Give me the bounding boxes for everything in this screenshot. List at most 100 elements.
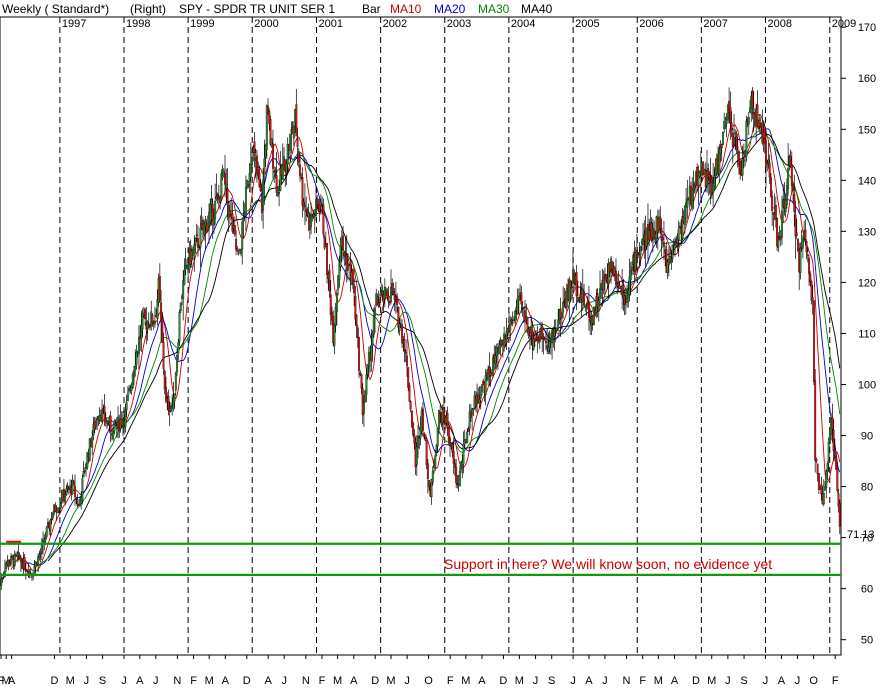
year-label-2001: 2001 [319, 18, 343, 30]
price-bar-94 [114, 423, 117, 426]
price-bar-14 [16, 555, 19, 558]
price-bar-607 [745, 121, 748, 157]
price-bar-249 [305, 208, 308, 212]
price-bar-170 [208, 212, 210, 227]
price-bar-302 [370, 345, 373, 359]
price-bar-282 [345, 253, 348, 271]
legend-ma40: MA40 [521, 2, 553, 16]
price-bar-187 [228, 210, 231, 216]
price-bar-303 [371, 332, 374, 345]
year-label-2002: 2002 [383, 18, 407, 30]
y-tick-label-70: 70 [861, 533, 873, 545]
price-bar-495 [607, 264, 610, 284]
price-bar-557 [683, 205, 686, 226]
price-bar-422 [517, 295, 520, 301]
price-bar-274 [335, 293, 338, 313]
year-label-1998: 1998 [126, 18, 150, 30]
price-bar-9 [10, 556, 13, 564]
price-bar-42 [50, 518, 53, 520]
price-bar-76 [92, 423, 95, 436]
price-bar-681 [836, 468, 839, 491]
price-bar-331 [406, 355, 408, 367]
price-bar-83 [101, 410, 104, 423]
price-bar-441 [541, 326, 544, 340]
price-bar-218 [267, 106, 269, 113]
y-tick-label-80: 80 [861, 482, 873, 494]
price-bar-382 [468, 411, 471, 429]
price-bar-321 [393, 294, 396, 300]
month-label-12: M [205, 675, 214, 687]
price-bar-375 [460, 461, 463, 470]
price-bar-315 [386, 291, 389, 299]
price-bar-453 [556, 329, 558, 332]
price-bar-537 [659, 216, 662, 229]
y-tick-label-130: 130 [858, 226, 876, 238]
price-bar-588 [722, 131, 724, 145]
price-bar-311 [381, 290, 384, 295]
y-tick-label-160: 160 [858, 73, 876, 85]
price-bar-352 [431, 470, 434, 483]
year-label-2007: 2007 [703, 18, 727, 30]
price-bar-104 [126, 394, 129, 401]
price-bar-542 [665, 249, 668, 273]
price-bar-437 [536, 334, 539, 342]
price-bar-578 [709, 177, 712, 180]
price-bar-391 [479, 393, 482, 399]
price-bar-546 [670, 259, 673, 262]
price-bar-330 [404, 352, 407, 354]
price-bar-191 [233, 225, 236, 235]
price-bar-565 [693, 183, 696, 189]
price-bar-62 [75, 498, 78, 500]
price-bar-63 [76, 499, 79, 506]
price-bar-241 [295, 104, 298, 137]
price-bar-108 [131, 374, 134, 388]
price-bar-397 [487, 368, 490, 381]
price-bar-146 [178, 311, 181, 343]
y-tick-label-120: 120 [858, 277, 876, 289]
price-bar-403 [494, 355, 497, 364]
price-bar-204 [249, 164, 252, 178]
price-bar-385 [472, 408, 475, 410]
price-bar-598 [734, 132, 737, 135]
month-label-2: A [8, 675, 16, 687]
price-bar-381 [467, 428, 470, 432]
price-bar-433 [531, 330, 534, 346]
price-bar-103 [125, 402, 128, 411]
price-bar-660 [810, 281, 813, 301]
month-label-46: O [809, 675, 818, 687]
year-label-2000: 2000 [254, 18, 278, 30]
price-bar-309 [378, 299, 381, 303]
price-bar-673 [826, 463, 829, 472]
price-bar-392 [481, 384, 483, 393]
price-bar-549 [674, 244, 676, 247]
price-bar-609 [747, 117, 750, 125]
price-bar-178 [217, 195, 220, 200]
price-bar-236 [289, 133, 292, 151]
price-bar-126 [153, 320, 156, 325]
price-bar-657 [806, 254, 809, 256]
price-bar-523 [642, 238, 644, 245]
price-bar-210 [257, 169, 260, 177]
price-bar-34 [40, 544, 43, 554]
price-bar-552 [677, 229, 680, 241]
price-bar-336 [412, 423, 415, 436]
ma-line-ma20 [23, 128, 841, 566]
month-label-45: J [795, 675, 801, 687]
price-bar-310 [380, 294, 383, 296]
month-label-4: M [66, 675, 75, 687]
price-bar-52 [62, 489, 65, 501]
price-bar-479 [587, 304, 590, 318]
price-bar-207 [253, 141, 256, 153]
price-bar-412 [505, 331, 508, 340]
price-bar-37 [44, 537, 47, 541]
price-bar-374 [458, 470, 461, 487]
month-label-3: D [50, 675, 58, 687]
price-bar-366 [449, 437, 451, 446]
month-label-13: A [222, 675, 230, 687]
price-bar-215 [263, 158, 266, 180]
price-bar-575 [706, 171, 708, 187]
price-bar-143 [174, 372, 177, 391]
month-label-34: J [602, 675, 608, 687]
price-bar-555 [681, 216, 684, 239]
